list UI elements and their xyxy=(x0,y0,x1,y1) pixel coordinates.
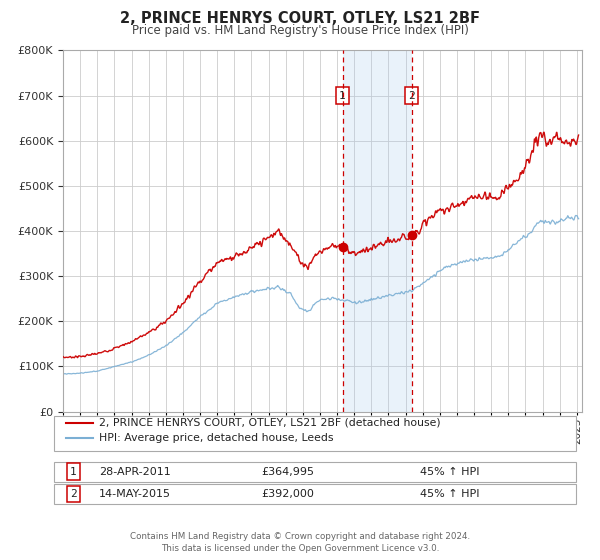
Text: Contains HM Land Registry data © Crown copyright and database right 2024.
This d: Contains HM Land Registry data © Crown c… xyxy=(130,532,470,553)
Text: 2, PRINCE HENRYS COURT, OTLEY, LS21 2BF (detached house): 2, PRINCE HENRYS COURT, OTLEY, LS21 2BF … xyxy=(99,418,440,428)
Text: HPI: Average price, detached house, Leeds: HPI: Average price, detached house, Leed… xyxy=(99,433,334,443)
Text: 2: 2 xyxy=(70,489,77,499)
Bar xyxy=(343,50,412,412)
Text: £392,000: £392,000 xyxy=(262,489,314,499)
Text: 45% ↑ HPI: 45% ↑ HPI xyxy=(420,489,480,499)
Text: 2, PRINCE HENRYS COURT, OTLEY, LS21 2BF: 2, PRINCE HENRYS COURT, OTLEY, LS21 2BF xyxy=(120,11,480,26)
Text: 1: 1 xyxy=(70,466,77,477)
Text: 2: 2 xyxy=(409,91,415,101)
Text: 45% ↑ HPI: 45% ↑ HPI xyxy=(420,466,480,477)
Text: Price paid vs. HM Land Registry's House Price Index (HPI): Price paid vs. HM Land Registry's House … xyxy=(131,24,469,37)
Text: 28-APR-2011: 28-APR-2011 xyxy=(99,466,171,477)
Text: £364,995: £364,995 xyxy=(262,466,314,477)
Text: 1: 1 xyxy=(339,91,346,101)
Text: 14-MAY-2015: 14-MAY-2015 xyxy=(99,489,171,499)
